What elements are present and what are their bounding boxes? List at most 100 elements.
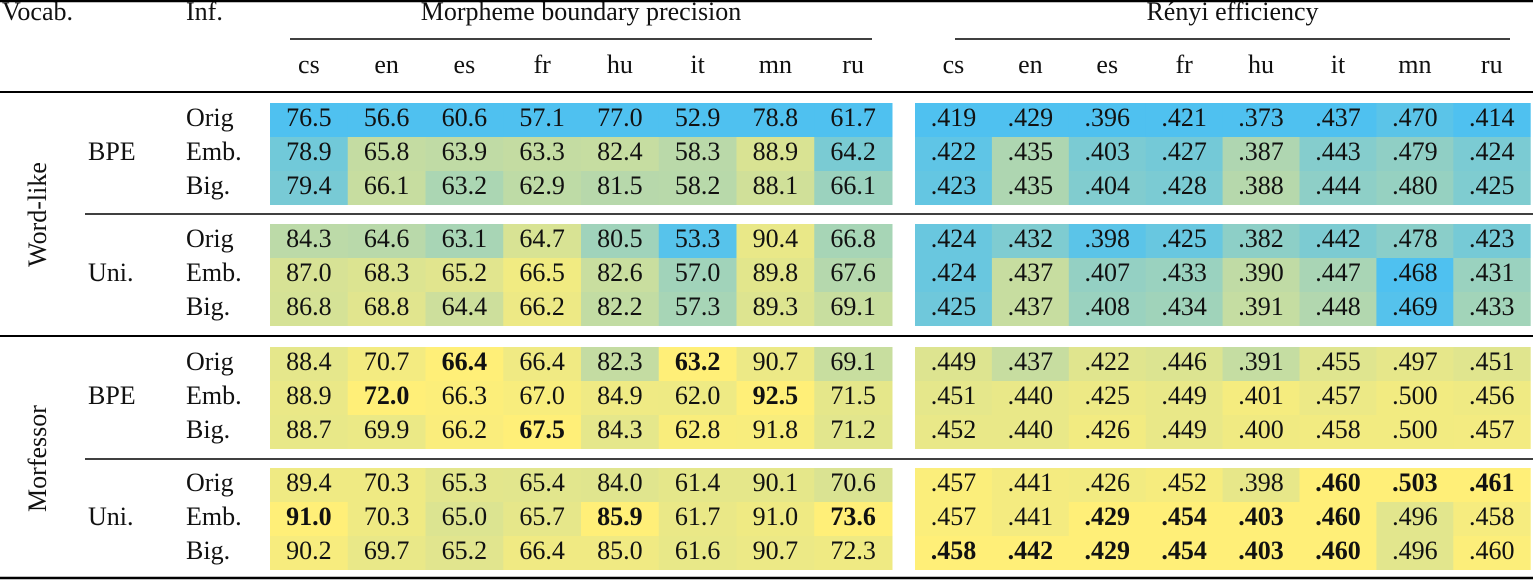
language-header: mn — [1398, 50, 1431, 79]
cell-shade — [915, 292, 993, 326]
cell-value: .446 — [1161, 347, 1207, 376]
cell-shade — [658, 347, 737, 381]
cell-shade — [1299, 381, 1377, 415]
cell-value: 57.3 — [675, 292, 721, 321]
cell-shade — [1222, 468, 1300, 502]
cell-value: .433 — [1161, 258, 1207, 287]
group-header: Rényi efficiency — [1146, 0, 1318, 26]
cell-value: 86.8 — [286, 292, 332, 321]
cell-value: .414 — [1469, 103, 1515, 132]
cell-value: 90.4 — [753, 224, 799, 253]
cell-shade — [581, 502, 660, 536]
cell-value: 82.3 — [597, 347, 643, 376]
cell-value: 57.1 — [519, 103, 565, 132]
cell-value: .457 — [931, 468, 977, 497]
cell-shade — [991, 536, 1070, 570]
cell-shade — [991, 137, 1070, 171]
cell-shade — [915, 224, 993, 258]
cell-value: .455 — [1315, 347, 1361, 376]
cell-value: 65.7 — [519, 502, 565, 531]
cell-shade — [991, 415, 1070, 449]
cell-shade — [503, 502, 582, 536]
cell-value: 66.8 — [830, 224, 876, 253]
inf-label: Orig — [186, 103, 234, 132]
cell-shade — [1299, 502, 1377, 536]
cell-shade — [581, 381, 660, 415]
cell-value: 71.2 — [830, 415, 876, 444]
cell-shade — [270, 258, 349, 292]
cell-shade — [1145, 381, 1224, 415]
cell-value: 90.1 — [753, 468, 799, 497]
cell-shade — [814, 292, 893, 326]
cell-value: 71.5 — [830, 381, 876, 410]
inf-label: Big. — [186, 171, 230, 200]
cell-shade — [1145, 468, 1224, 502]
cell-shade — [581, 347, 660, 381]
cell-shade — [581, 224, 660, 258]
cell-value: 65.2 — [442, 536, 488, 565]
cell-shade — [1068, 502, 1147, 536]
cell-shade — [503, 536, 582, 570]
cell-value: .403 — [1238, 536, 1284, 565]
cell-value: .448 — [1315, 292, 1361, 321]
cell-shade — [736, 415, 815, 449]
cell-value: .457 — [1315, 381, 1361, 410]
cell-value: .460 — [1315, 536, 1361, 565]
language-header: en — [374, 50, 399, 79]
cell-value: .423 — [1469, 224, 1515, 253]
cell-value: .403 — [1085, 137, 1131, 166]
cell-value: .443 — [1315, 137, 1361, 166]
cell-shade — [1376, 224, 1454, 258]
cell-shade — [1453, 103, 1531, 137]
cell-value: 82.2 — [597, 292, 643, 321]
cell-value: .391 — [1238, 347, 1284, 376]
cell-shade — [915, 536, 993, 570]
cell-shade — [658, 415, 737, 449]
language-header: en — [1018, 50, 1043, 79]
cell-value: .431 — [1469, 258, 1515, 287]
cell-value: .424 — [931, 224, 977, 253]
cell-value: 62.9 — [519, 171, 565, 200]
cell-value: .444 — [1315, 171, 1361, 200]
inf-label: Orig — [186, 347, 234, 376]
cell-value: .479 — [1392, 137, 1438, 166]
cell-shade — [1376, 468, 1454, 502]
language-header: hu — [1248, 50, 1274, 79]
cell-shade — [1222, 292, 1300, 326]
cell-shade — [1222, 224, 1300, 258]
cell-shade — [736, 137, 815, 171]
cell-shade — [1299, 292, 1377, 326]
header-inf: Inf. — [186, 0, 223, 26]
cell-shade — [1299, 415, 1377, 449]
cell-value: 91.0 — [286, 502, 332, 531]
cell-shade — [915, 502, 993, 536]
cell-value: 78.9 — [286, 137, 332, 166]
cell-value: 65.0 — [442, 502, 488, 531]
language-header: fr — [533, 50, 551, 79]
cell-value: 77.0 — [597, 103, 643, 132]
cell-value: .442 — [1315, 224, 1361, 253]
cell-shade — [581, 171, 660, 205]
cell-value: .388 — [1238, 171, 1284, 200]
cell-value: 62.0 — [675, 381, 721, 410]
cell-shade — [915, 137, 993, 171]
cell-value: 65.2 — [442, 258, 488, 287]
cell-shade — [425, 536, 504, 570]
cell-value: .461 — [1469, 468, 1515, 497]
cell-shade — [658, 536, 737, 570]
cell-shade — [814, 415, 893, 449]
cell-value: 64.2 — [830, 137, 876, 166]
cell-shade — [736, 103, 815, 137]
cell-shade — [915, 258, 993, 292]
cell-value: .451 — [931, 381, 977, 410]
vocab-label: BPE — [88, 381, 136, 410]
cell-shade — [1222, 347, 1300, 381]
cell-shade — [347, 137, 426, 171]
cell-shade — [814, 224, 893, 258]
cell-shade — [1068, 171, 1147, 205]
cell-shade — [736, 258, 815, 292]
cell-shade — [425, 502, 504, 536]
cell-value: 82.6 — [597, 258, 643, 287]
cell-value: .423 — [931, 171, 977, 200]
cell-shade — [581, 103, 660, 137]
